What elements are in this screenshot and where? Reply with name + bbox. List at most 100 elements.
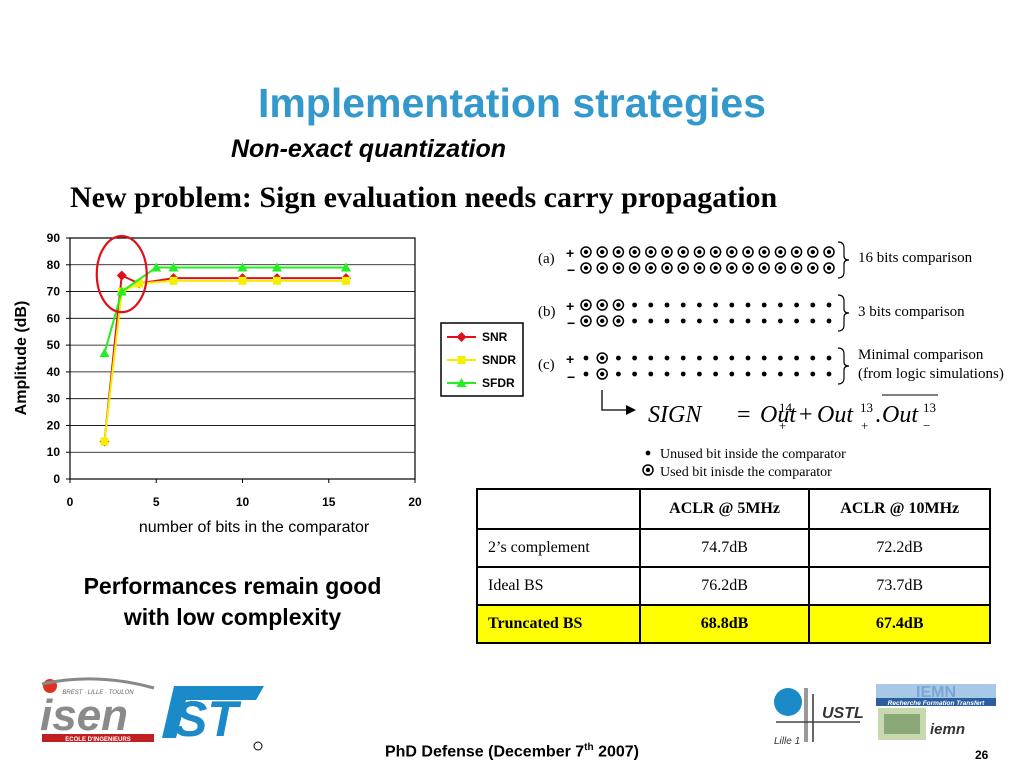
y-tick-label: 60 xyxy=(47,311,61,325)
isen-logo: BREST · LILLE · TOULON isen ECOLE D'INGE… xyxy=(40,677,155,743)
performance-note-line2: with low complexity xyxy=(123,604,342,630)
footer-suffix: 2007) xyxy=(593,743,639,761)
used-bit-core xyxy=(729,249,734,255)
y-tick-label: 0 xyxy=(53,472,60,486)
table-header-cell xyxy=(476,488,641,530)
used-bit-core xyxy=(664,249,670,255)
formula-out3: Out xyxy=(882,402,919,428)
unused-bit xyxy=(729,302,735,308)
used-bit-core xyxy=(600,302,605,308)
formula-out1: Out xyxy=(760,402,797,428)
used-bit-core xyxy=(794,249,799,255)
formula-exp14: 14 xyxy=(779,400,793,415)
minus-sign-c: − xyxy=(567,369,575,385)
arrow-head xyxy=(626,405,636,415)
used-bit-core xyxy=(616,302,621,308)
unused-bit xyxy=(761,371,767,377)
used-bit-core xyxy=(600,355,605,361)
footer: PhD Defense (December 7th 2007) xyxy=(0,742,1024,761)
unused-bit xyxy=(761,355,767,361)
used-bit-core xyxy=(713,265,718,271)
unused-bit xyxy=(713,355,718,361)
table-cell: 72.2dB xyxy=(808,528,991,568)
highlight-ellipse xyxy=(95,235,148,314)
used-bit-core xyxy=(600,371,605,377)
sndr-data-point xyxy=(135,279,143,288)
unused-bit xyxy=(729,371,735,377)
unused-bit xyxy=(680,302,686,308)
row-a-label: (a) xyxy=(538,251,555,267)
unused-bit xyxy=(745,302,751,308)
unused-bit xyxy=(632,355,637,361)
used-bit-core xyxy=(648,249,653,255)
used-bit-core xyxy=(616,249,621,255)
used-bit-core xyxy=(616,265,621,271)
iemn-logo: IEMN Recherche Formation Transfert iemn xyxy=(876,684,996,740)
unused-bit xyxy=(761,302,767,308)
row-b-label: (b) xyxy=(538,304,556,320)
used-bit-core xyxy=(826,265,832,271)
sfdr-data-point xyxy=(116,286,127,296)
minus-sign-b: − xyxy=(567,315,575,331)
unused-bit xyxy=(810,318,816,324)
unused-bit xyxy=(826,355,832,361)
sfdr-data-point xyxy=(99,348,110,358)
x-tick-label: 5 xyxy=(153,495,160,509)
unused-bit xyxy=(632,302,637,308)
unused-bit xyxy=(648,318,654,324)
unused-bit xyxy=(664,318,670,324)
table-cell: 68.8dB xyxy=(638,604,811,644)
unused-bit xyxy=(713,371,718,377)
used-bit-core xyxy=(729,265,734,271)
used-bit-core xyxy=(810,265,815,271)
aclr-table: ACLR @ 5MHz ACLR @ 10MHz 2’s complement … xyxy=(476,488,991,644)
ustl-logo: USTL Lille 1 xyxy=(774,688,864,747)
table-header-cell: ACLR @ 5MHz xyxy=(638,488,811,530)
formula-exp13a: 13 xyxy=(860,400,873,415)
unused-bit xyxy=(697,302,702,308)
brace-b xyxy=(837,294,850,332)
table-cell: Ideal BS xyxy=(476,566,641,606)
slide-subtitle: Non-exact quantization xyxy=(231,135,507,163)
unused-bit xyxy=(664,355,670,361)
used-bit-core xyxy=(632,249,637,255)
row-c-label: (c) xyxy=(538,357,555,373)
sndr-data-point xyxy=(342,276,350,285)
snr-data-point xyxy=(116,270,127,281)
y-tick-label: 40 xyxy=(47,365,61,379)
formula-dot: . xyxy=(875,402,881,428)
unused-bit xyxy=(729,355,735,361)
formula-sub-minus: − xyxy=(923,418,930,433)
unused-bit xyxy=(697,355,702,361)
used-bit-core xyxy=(778,265,783,271)
plus-sign-c: + xyxy=(566,351,574,367)
used-bit-core xyxy=(826,249,832,255)
sign-formula: SIGN = Out 14 + + Out 13 + . Out 13 − xyxy=(648,394,938,433)
comparator-diagram: (a) (b) (c) + − + − + − 16 bits comparis… xyxy=(538,241,1004,480)
unused-bit xyxy=(810,302,816,308)
table-cell: 73.7dB xyxy=(808,566,991,606)
unused-bit xyxy=(664,302,670,308)
x-tick-label: 20 xyxy=(408,495,422,509)
page-number: 26 xyxy=(975,748,989,762)
ustl-wordmark: USTL xyxy=(822,705,864,722)
unused-bit xyxy=(778,371,783,377)
y-tick-label: 30 xyxy=(47,392,61,406)
unused-bit xyxy=(648,355,654,361)
row-c-desc-2: (from logic simulations) xyxy=(858,366,1004,382)
row-c-desc-1: Minimal comparison xyxy=(858,347,984,363)
unused-bit xyxy=(713,318,718,324)
x-tick-label: 15 xyxy=(322,495,336,509)
st-wordmark: ST xyxy=(174,691,242,747)
unused-bit xyxy=(778,355,783,361)
snr-legend-marker xyxy=(456,332,467,342)
unused-bit xyxy=(794,302,799,308)
used-bit-core xyxy=(600,249,605,255)
sfdr-data-point xyxy=(272,262,282,272)
unused-bit xyxy=(680,371,686,377)
formula-sub-plus1: + xyxy=(779,418,786,433)
used-bit-core xyxy=(600,265,605,271)
x-tick-label: 0 xyxy=(67,495,74,509)
plus-sign-a: + xyxy=(566,245,574,261)
sndr-data-point xyxy=(273,276,281,285)
